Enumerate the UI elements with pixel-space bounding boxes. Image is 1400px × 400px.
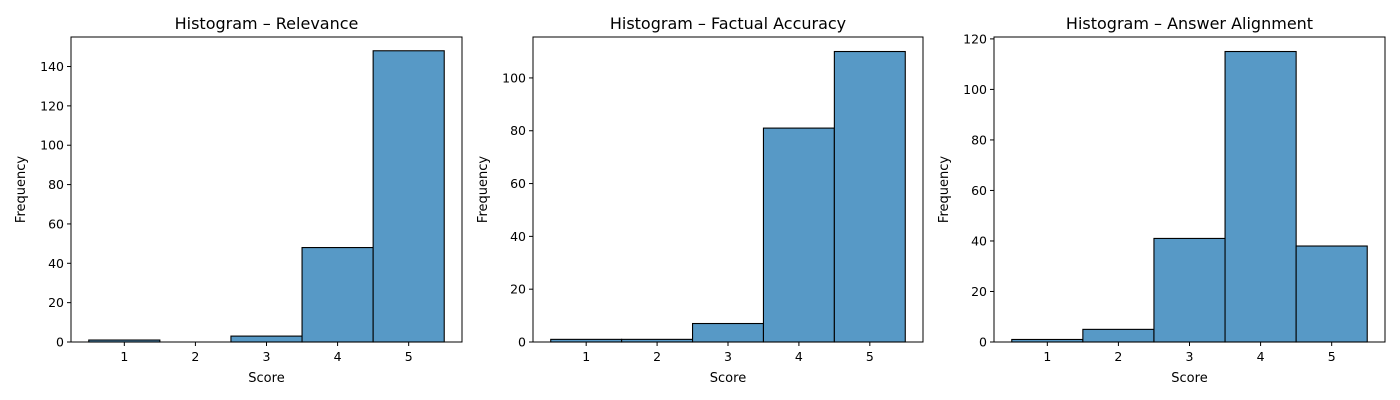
x-tick-label: 4 [1257,349,1265,364]
x-axis-label: Score [1171,371,1207,386]
y-tick-label: 80 [48,177,64,192]
x-tick-label: 5 [866,349,874,364]
y-tick-label: 40 [510,229,526,244]
x-tick-label: 3 [263,349,271,364]
x-tick-label: 5 [405,349,413,364]
y-tick-label: 100 [40,138,64,153]
x-tick-label: 1 [1043,349,1051,364]
y-axis-label: Frequency [14,156,29,223]
y-tick-label: 60 [510,176,526,191]
y-tick-label: 0 [518,335,526,350]
chart-title: Histogram – Answer Alignment [1066,14,1313,33]
bar-score-2 [1082,328,1155,343]
x-tick-label: 4 [795,349,803,364]
x-tick-label: 2 [1114,349,1122,364]
bar-score-3 [230,335,303,343]
x-tick-label: 1 [582,349,590,364]
chart-panel-1: 1 2 3 4 5 0 20 40 60 80 100 120 140 Histogram – Relev… [14,14,463,386]
bar-score-3 [1153,237,1226,343]
y-tick-label: 120 [963,31,987,46]
y-tick-label: 20 [971,284,987,299]
y-tick-label: 140 [40,59,64,74]
y-tick-label: 60 [971,183,987,198]
bar-score-5 [372,50,445,343]
x-tick-label: 4 [334,349,342,364]
x-axis-label: Score [710,371,746,386]
x-tick-label: 2 [191,349,199,364]
bar-score-5 [1295,245,1368,343]
y-tick-label: 60 [48,216,64,231]
x-tick-label: 2 [653,349,661,364]
x-axis-label: Score [248,371,284,386]
y-tick-label: 100 [963,82,987,97]
y-tick-label: 0 [56,335,64,350]
x-tick-label: 1 [120,349,128,364]
x-tick-label: 5 [1328,349,1336,364]
bar-score-4 [301,247,374,343]
chart-panel-2: 1 2 3 4 5 0 20 40 60 80 100 Histogram – Factual Acc… [476,14,924,386]
bar-score-3 [691,322,765,343]
y-tick-label: 40 [48,256,64,271]
y-tick-label: 80 [971,132,987,147]
y-tick-label: 20 [510,282,526,297]
bar-score-4 [762,127,835,343]
chart-panel-3: 1 2 3 4 5 0 20 40 60 80 100 120 Histogram – Answer A… [937,14,1386,386]
y-tick-label: 120 [40,98,64,113]
y-tick-label: 80 [510,123,526,138]
y-tick-label: 40 [971,233,987,248]
bar-score-5 [833,50,906,343]
x-tick-label: 3 [1186,349,1194,364]
y-axis-label: Frequency [476,156,491,223]
chart-title: Histogram – Factual Accuracy [610,14,846,33]
chart-title: Histogram – Relevance [175,14,359,33]
bar-score-4 [1224,50,1297,343]
y-tick-label: 0 [979,335,987,350]
x-tick-label: 3 [724,349,732,364]
y-axis-label: Frequency [937,156,952,223]
y-tick-label: 100 [502,70,526,85]
y-tick-label: 20 [48,295,64,310]
